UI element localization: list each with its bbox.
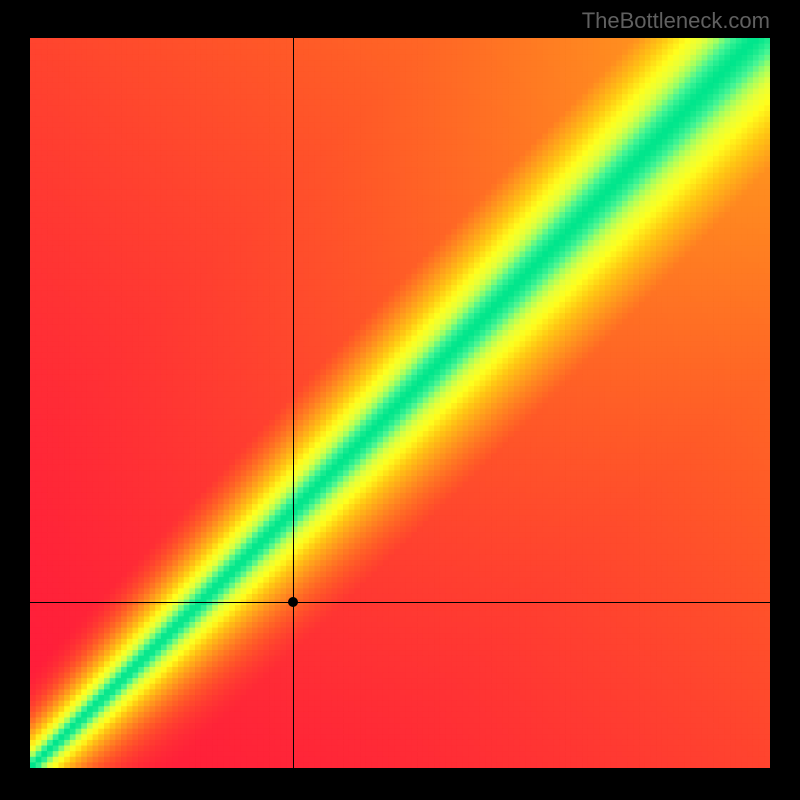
plot-area — [30, 38, 770, 768]
crosshair-vertical — [293, 38, 294, 768]
chart-container: TheBottleneck.com — [0, 0, 800, 800]
marker-dot — [288, 597, 298, 607]
watermark-text: TheBottleneck.com — [582, 8, 770, 34]
crosshair-horizontal — [30, 602, 770, 603]
heatmap-canvas — [30, 38, 770, 768]
